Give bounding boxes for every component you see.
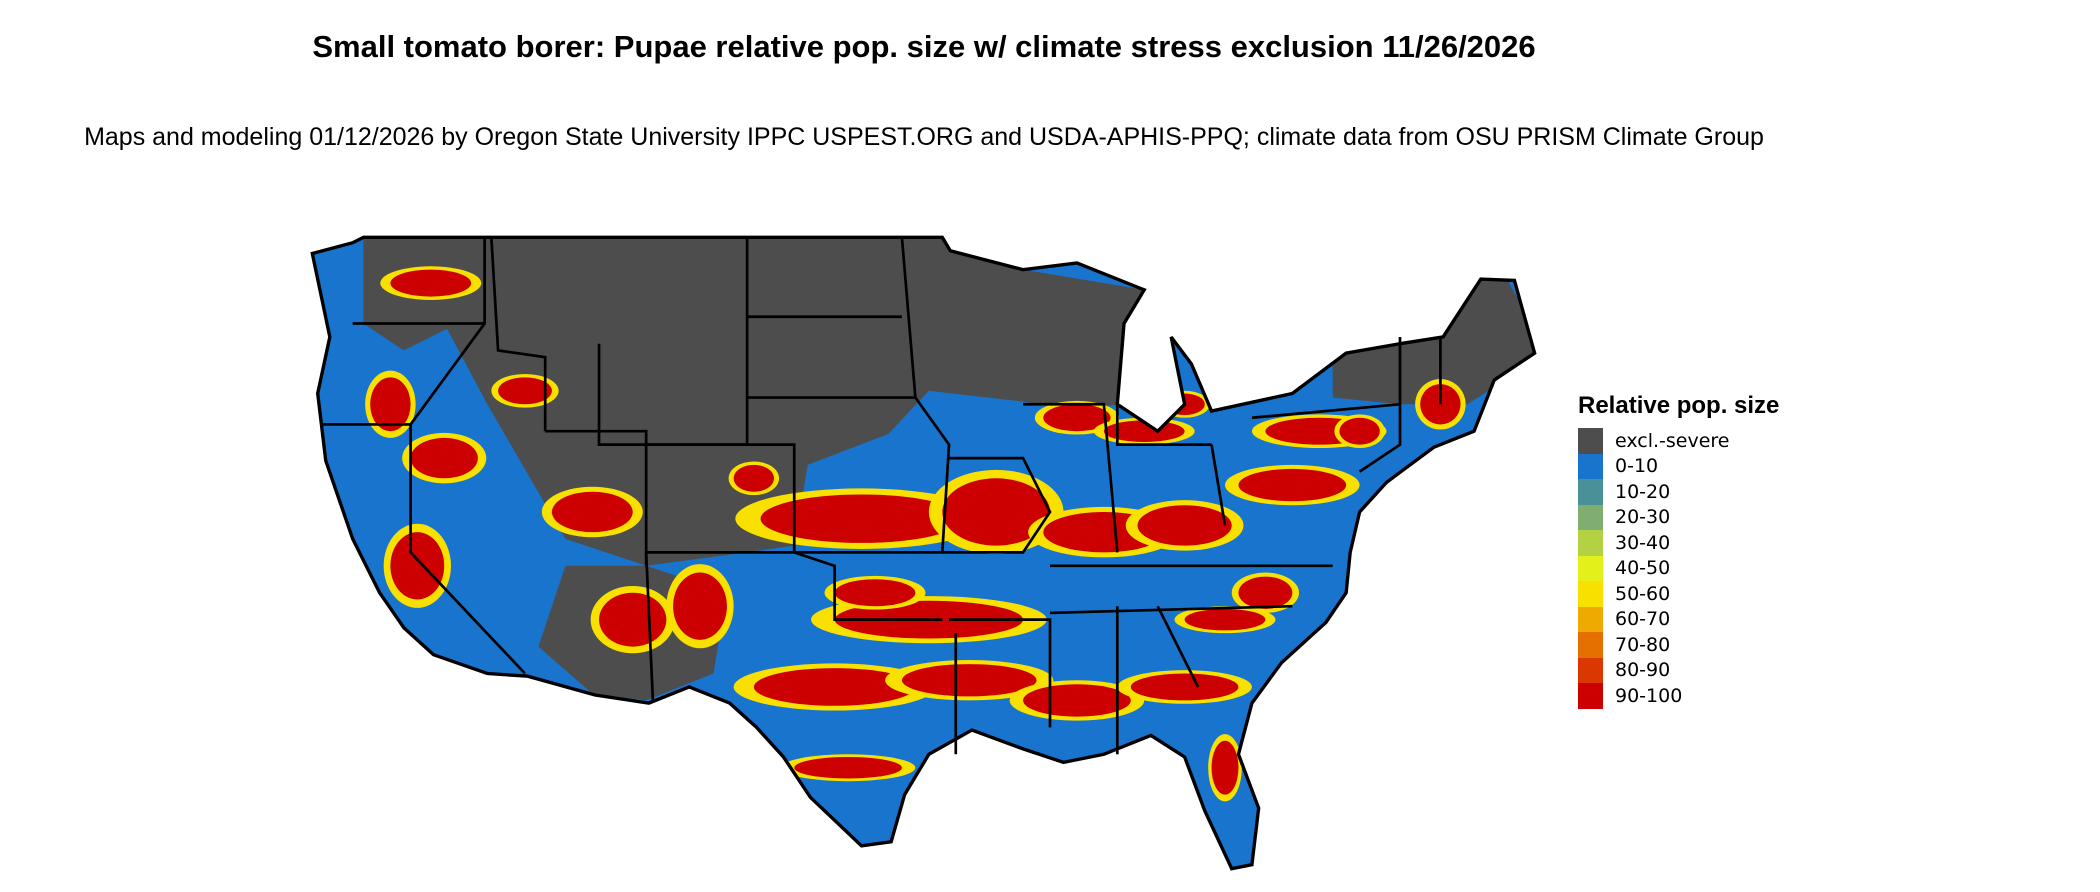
legend-swatch [1578,606,1603,632]
legend-swatch [1578,504,1603,530]
legend-item: 90-100 [1578,683,1779,709]
high-pop-zone [753,668,916,706]
legend-item: excl.-severe [1578,428,1779,454]
legend-label: 20-30 [1615,506,1671,529]
high-pop-zone [390,532,445,600]
state-border [409,237,486,426]
high-pop-zone [834,579,916,607]
high-pop-zone [1137,505,1232,546]
legend-swatch [1578,657,1603,683]
state-border [646,443,796,554]
map-subtitle: Maps and modeling 01/12/2026 by Oregon S… [84,123,1764,151]
legend: Relative pop. size excl.-severe 0-10 10-20… [1578,392,1779,709]
state-border [644,552,655,701]
legend-item: 20-30 [1578,504,1779,530]
legend-label: 60-70 [1615,608,1671,631]
us-outline [310,235,1537,871]
legend-swatch [1578,479,1603,505]
legend-title: Relative pop. size [1578,392,1780,419]
legend-swatch [1578,555,1603,581]
map-title: Small tomato borer: Pupae relative pop. … [312,29,1536,64]
high-pop-zone [599,592,667,647]
state-border [1049,604,1293,615]
high-pop-zone [1184,608,1266,631]
legend-item: 60-70 [1578,606,1779,632]
legend-item: 10-20 [1578,479,1779,505]
high-pop-zone [410,437,478,479]
legend-label: 40-50 [1615,557,1671,580]
high-pop-zone [370,377,411,432]
legend-item: 80-90 [1578,657,1779,683]
high-pop-zone [1339,417,1380,445]
state-border [1156,605,1200,688]
high-pop-zone [1043,404,1111,432]
legend-swatch [1578,683,1603,709]
legend-swatch [1578,453,1603,479]
legend-item: 30-40 [1578,530,1779,556]
state-border [1251,402,1402,473]
state-boundaries [323,237,1442,755]
state-border [949,618,1052,728]
legend-swatch [1578,530,1603,556]
state-border [942,456,1052,554]
high-pop-zone [1130,673,1239,701]
high-pop-zone [1023,684,1131,717]
legend-label: 10-20 [1615,480,1671,503]
state-border [793,551,943,621]
state-border [1115,404,1212,446]
high-pop-zone [760,494,963,543]
high-pop-zone [390,269,472,297]
high-pop-zone [1211,740,1239,795]
legend-label: 90-100 [1615,684,1683,707]
state-border [545,429,648,566]
legend-item: 40-50 [1578,555,1779,581]
legend-label: excl.-severe [1615,429,1730,452]
high-pop-zone [551,491,633,533]
high-pop-zone [901,664,1037,697]
state-border [1210,444,1227,526]
state-border [409,424,526,675]
legend-label: 70-80 [1615,633,1671,656]
state-border [490,237,547,432]
state-border [900,237,951,553]
legend-label: 50-60 [1615,582,1671,605]
high-pop-zone [733,464,775,492]
legend-swatch [1578,632,1603,658]
legend-swatch [1578,581,1603,607]
legend-label: 80-90 [1615,659,1671,682]
state-border [1023,402,1119,553]
high-pop-zone [673,572,727,640]
legend-swatch [1578,428,1603,454]
legend-item: 50-60 [1578,581,1779,607]
legend-label: 30-40 [1615,531,1671,554]
legend-label: 0-10 [1615,455,1659,478]
legend-item: 0-10 [1578,453,1779,479]
legend-item: 70-80 [1578,632,1779,658]
high-pop-zone [942,478,1050,546]
high-pop-zone [1238,576,1293,609]
high-pop-zone [1238,468,1347,502]
high-pop-zone [498,377,552,405]
high-pop-zone [794,756,902,779]
